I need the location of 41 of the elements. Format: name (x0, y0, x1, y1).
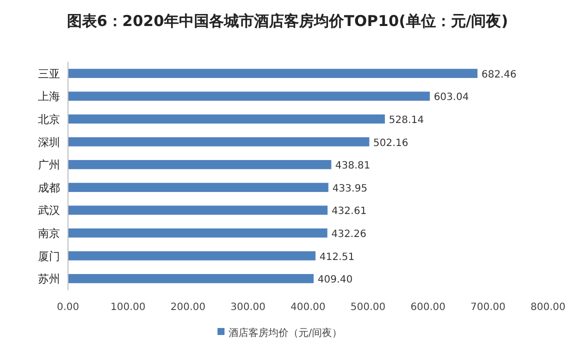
legend-label: 酒店客房均价（元/间夜） (228, 327, 342, 339)
bar (68, 137, 370, 146)
bar (68, 206, 328, 215)
y-tick-label: 广州 (38, 158, 60, 172)
chart-title: 图表6：2020年中国各城市酒店客房均价TOP10(单位：元/间夜) (66, 12, 508, 30)
y-tick-label: 北京 (38, 113, 60, 126)
data-label: 438.81 (335, 160, 370, 172)
bar (68, 114, 385, 124)
x-tick-label: 200.00 (170, 302, 206, 313)
bar (68, 274, 314, 284)
x-tick-label: 300.00 (230, 302, 266, 313)
x-tick-label: 400.00 (290, 302, 326, 313)
data-label: 528.14 (388, 115, 424, 126)
data-label: 409.40 (318, 274, 353, 286)
x-tick-label: 100.00 (110, 302, 146, 313)
y-tick-label: 深圳 (38, 136, 60, 149)
y-tick-label: 苏州 (38, 272, 60, 286)
data-label: 432.61 (332, 206, 367, 218)
y-tick-label: 上海 (38, 90, 60, 104)
data-label: 433.95 (332, 183, 368, 194)
bar (68, 182, 328, 192)
x-tick-label: 800.00 (530, 302, 566, 313)
y-tick-label: 南京 (38, 227, 60, 240)
x-tick-label: 0.00 (56, 302, 80, 313)
bar (68, 251, 316, 260)
data-label: 432.26 (331, 229, 366, 240)
y-tick-label: 厦门 (38, 250, 60, 263)
y-tick-label: 武汉 (38, 204, 60, 218)
data-label: 412.51 (320, 252, 355, 263)
x-tick-label: 700.00 (470, 302, 506, 313)
y-tick-label: 三亚 (38, 67, 60, 80)
bar (68, 92, 430, 101)
data-label: 502.16 (373, 138, 408, 149)
y-tick-label: 成都 (38, 181, 60, 194)
bar (68, 160, 332, 170)
bar (68, 68, 478, 78)
bar (68, 228, 328, 238)
x-tick-label: 500.00 (350, 302, 386, 313)
x-tick-label: 600.00 (410, 302, 446, 313)
data-label: 682.46 (481, 69, 516, 80)
data-label: 603.04 (434, 92, 469, 104)
